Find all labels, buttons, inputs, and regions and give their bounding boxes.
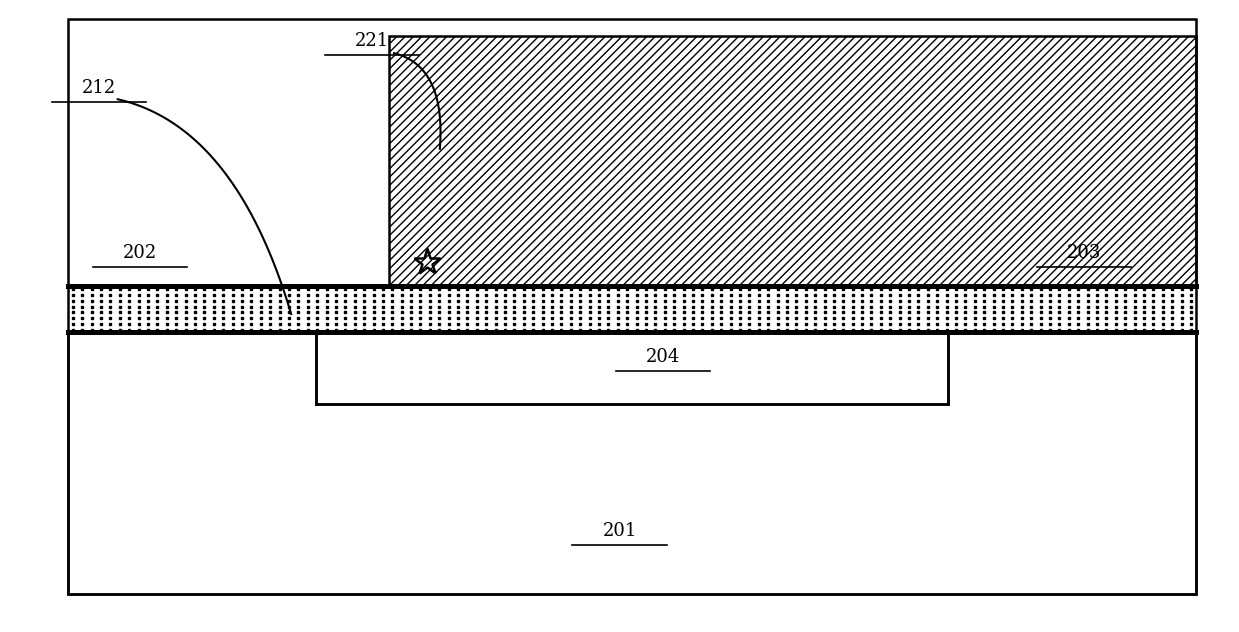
Text: 212: 212 (82, 80, 116, 97)
Bar (316, 332, 948, 404)
Text: 202: 202 (123, 244, 157, 262)
Text: 221: 221 (354, 32, 389, 50)
Text: 201: 201 (602, 522, 637, 540)
Text: 204: 204 (646, 348, 680, 366)
Bar (389, 36, 1196, 286)
Bar (68, 332, 1196, 594)
Bar (68, 286, 1196, 332)
Text: 203: 203 (1067, 244, 1101, 262)
